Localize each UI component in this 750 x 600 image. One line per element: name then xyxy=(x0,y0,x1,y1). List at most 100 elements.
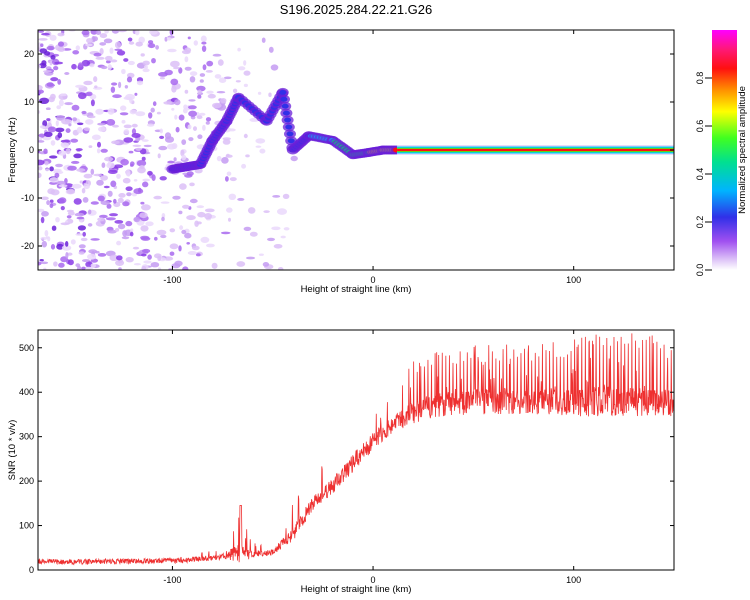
noise-blob xyxy=(270,64,279,71)
snr-y-label: SNR (10 * v/v) xyxy=(7,420,18,481)
noise-blob xyxy=(142,178,151,182)
noise-blob xyxy=(88,115,96,119)
noise-blob xyxy=(118,81,122,89)
y-tick-label: 300 xyxy=(19,432,34,442)
noise-blob xyxy=(101,162,106,168)
noise-blob xyxy=(206,90,214,94)
noise-blob xyxy=(205,121,210,125)
noise-blob xyxy=(85,91,93,97)
snr-frame xyxy=(37,329,675,571)
snr-y-ticks: 0 100 200 300 400 500 xyxy=(19,343,674,575)
noise-blob xyxy=(202,124,206,131)
trace-core xyxy=(287,138,295,144)
noise-blob xyxy=(56,115,65,121)
noise-blob xyxy=(263,210,270,214)
noise-blob xyxy=(133,263,141,266)
noise-blob xyxy=(173,66,180,70)
noise-blob xyxy=(283,227,290,231)
noise-blob xyxy=(178,210,183,215)
noise-blob xyxy=(166,37,172,41)
noise-blob xyxy=(49,166,54,172)
noise-blob xyxy=(93,76,98,83)
noise-blob xyxy=(44,161,49,166)
noise-blob xyxy=(46,200,50,206)
noise-blob xyxy=(91,134,101,141)
noise-blob xyxy=(182,204,190,209)
noise-blob xyxy=(125,169,131,177)
noise-blob xyxy=(81,59,91,67)
noise-blob xyxy=(58,262,65,268)
noise-blob xyxy=(71,63,77,70)
noise-blob xyxy=(257,91,262,95)
noise-blob xyxy=(195,253,201,257)
noise-blob xyxy=(54,172,60,178)
noise-blob xyxy=(184,56,189,63)
noise-blob xyxy=(143,260,152,264)
noise-blob xyxy=(38,261,42,266)
noise-blob xyxy=(207,93,216,99)
noise-blob xyxy=(268,92,272,98)
colorbar-gradient xyxy=(712,30,737,270)
noise-blob xyxy=(117,223,126,230)
noise-blob xyxy=(85,43,93,47)
noise-blob xyxy=(174,99,181,106)
noise-blob xyxy=(235,80,241,83)
noise-blob xyxy=(43,148,48,154)
noise-blob xyxy=(58,197,67,204)
spectrogram-x-label: Height of straight line (km) xyxy=(301,284,412,295)
noise-blob xyxy=(77,225,86,231)
noise-blob xyxy=(90,99,95,107)
colorbar-tick-label: 0.2 xyxy=(695,216,705,229)
noise-blob xyxy=(125,257,134,263)
noise-blob xyxy=(44,131,53,137)
noise-blob xyxy=(49,199,54,203)
noise-blob xyxy=(38,166,43,171)
noise-blob xyxy=(212,102,222,109)
noise-blob xyxy=(56,243,64,250)
noise-blob xyxy=(49,203,54,209)
colorbar-label: Normalized spectral amplitude xyxy=(737,86,748,214)
noise-blob xyxy=(170,60,180,68)
noise-blob xyxy=(54,61,64,65)
noise-blob xyxy=(280,235,286,239)
noise-blob xyxy=(76,168,86,172)
noise-blob xyxy=(49,34,57,41)
y-tick-label: 0 xyxy=(29,565,34,575)
noise-blob xyxy=(58,150,67,156)
noise-blob xyxy=(60,206,65,211)
noise-blob xyxy=(75,84,85,88)
noise-blob xyxy=(258,253,264,256)
noise-blob xyxy=(136,80,144,86)
noise-blob xyxy=(48,96,55,103)
noise-blob xyxy=(141,265,147,270)
colorbar-tick-label: 0.0 xyxy=(695,264,705,277)
noise-blob xyxy=(140,201,145,205)
noise-blob xyxy=(191,245,200,251)
noise-blob xyxy=(72,50,80,55)
noise-blob xyxy=(141,139,149,142)
snr-x-label: Height of straight line (km) xyxy=(301,584,412,595)
noise-blob xyxy=(105,55,113,61)
noise-blob xyxy=(199,73,206,77)
noise-blob xyxy=(73,198,82,205)
noise-blob xyxy=(135,111,146,117)
noise-blob xyxy=(222,139,231,145)
trace-core xyxy=(280,96,288,102)
noise-blob xyxy=(187,251,198,255)
noise-blob xyxy=(132,246,140,250)
colorbar: 0.0 0.2 0.4 0.6 0.8 Normalized spectral ampl… xyxy=(695,30,748,276)
noise-blob xyxy=(181,154,187,161)
noise-blob xyxy=(282,193,290,199)
noise-blob xyxy=(49,177,59,183)
noise-blob xyxy=(43,267,47,270)
noise-blob xyxy=(100,200,111,206)
noise-blob xyxy=(179,225,184,230)
noise-blob xyxy=(243,226,252,231)
noise-blob xyxy=(47,236,51,242)
noise-blob xyxy=(83,183,90,190)
noise-blob xyxy=(140,53,145,57)
noise-blob xyxy=(134,92,138,96)
noise-blob xyxy=(44,230,49,237)
noise-blob xyxy=(58,99,64,107)
